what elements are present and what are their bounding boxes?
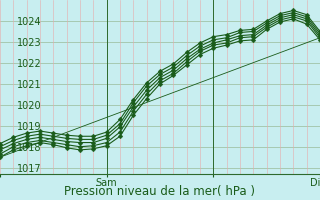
Text: Pression niveau de la mer( hPa ): Pression niveau de la mer( hPa ) — [65, 185, 255, 198]
